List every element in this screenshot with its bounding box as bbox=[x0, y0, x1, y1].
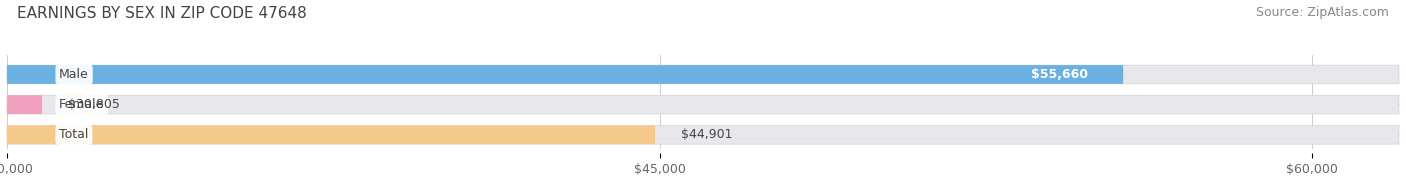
Text: Total: Total bbox=[59, 128, 89, 141]
Text: Female: Female bbox=[59, 98, 104, 111]
FancyBboxPatch shape bbox=[7, 65, 1399, 84]
Text: EARNINGS BY SEX IN ZIP CODE 47648: EARNINGS BY SEX IN ZIP CODE 47648 bbox=[17, 6, 307, 21]
Text: $30,805: $30,805 bbox=[67, 98, 120, 111]
FancyBboxPatch shape bbox=[7, 65, 1123, 84]
Text: $55,660: $55,660 bbox=[1032, 68, 1088, 81]
Text: Male: Male bbox=[59, 68, 89, 81]
FancyBboxPatch shape bbox=[7, 95, 42, 114]
Text: Source: ZipAtlas.com: Source: ZipAtlas.com bbox=[1256, 6, 1389, 19]
FancyBboxPatch shape bbox=[7, 125, 1399, 144]
Text: $44,901: $44,901 bbox=[682, 128, 733, 141]
FancyBboxPatch shape bbox=[7, 125, 655, 144]
FancyBboxPatch shape bbox=[7, 95, 1399, 114]
